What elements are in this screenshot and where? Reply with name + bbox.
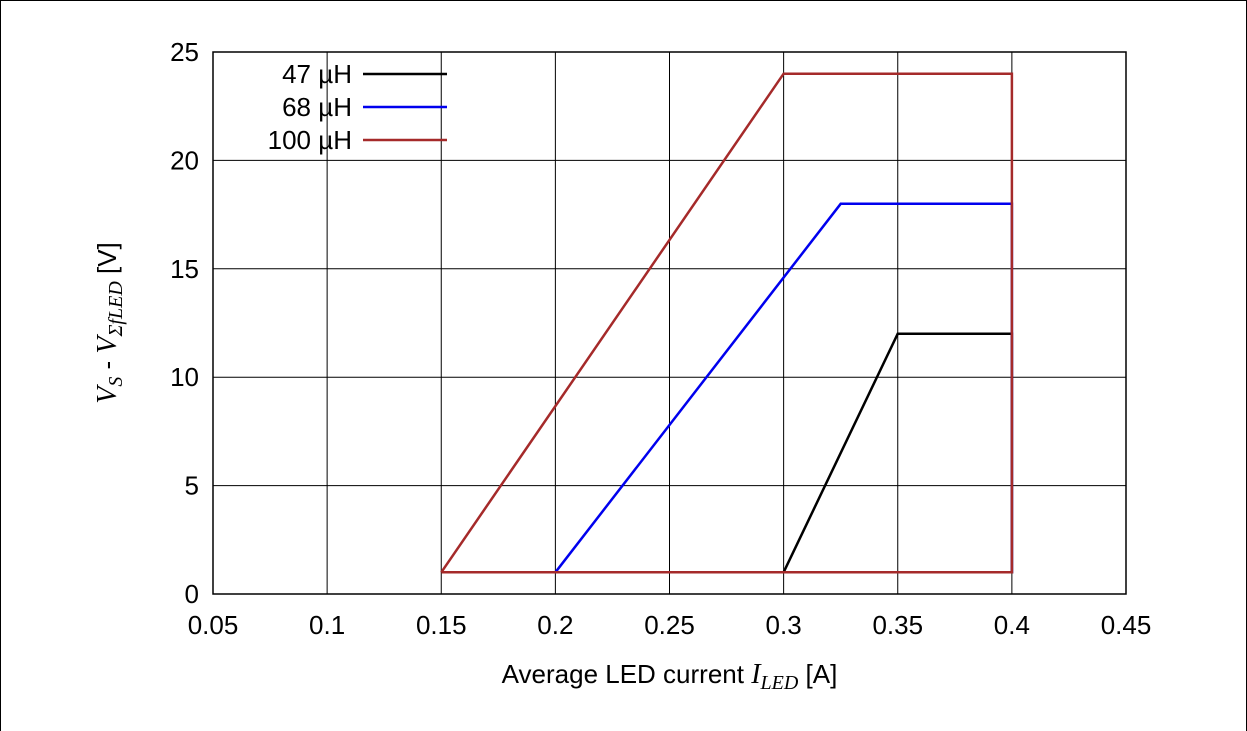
legend-label: 100 µH <box>268 125 352 155</box>
x-tick-label: 0.25 <box>644 610 695 640</box>
x-tick-label: 0.2 <box>537 610 573 640</box>
x-tick-label: 0.4 <box>994 610 1030 640</box>
series-line-3 <box>440 72 1014 574</box>
legend-label: 68 µH <box>282 92 352 122</box>
x-tick-label: 0.35 <box>872 610 923 640</box>
y-tick-label: 25 <box>170 37 199 67</box>
y-tick-label: 0 <box>185 579 199 609</box>
y-tick-label: 15 <box>170 254 199 284</box>
y-tick-label: 5 <box>185 471 199 501</box>
series-layer <box>440 72 1014 574</box>
x-tick-label: 0.1 <box>309 610 345 640</box>
plot-border <box>212 51 1127 595</box>
x-axis-label: Average LED current ILED [A] <box>502 659 838 694</box>
ticks: 0.05 0.1 0.15 0.2 0.25 0.3 0.35 0.4 0.45 0 5 10 15 20… <box>170 37 1151 640</box>
x-tick-label: 0.3 <box>766 610 802 640</box>
x-tick-label: 0.05 <box>188 610 239 640</box>
legend-label: 47 µH <box>282 59 352 89</box>
x-tick-label: 0.45 <box>1101 610 1152 640</box>
y-axis-label: VS - VΣfLED [V] <box>92 242 127 404</box>
x-tick-label: 0.15 <box>416 610 467 640</box>
y-tick-label: 10 <box>170 362 199 392</box>
y-tick-label: 20 <box>170 145 199 175</box>
